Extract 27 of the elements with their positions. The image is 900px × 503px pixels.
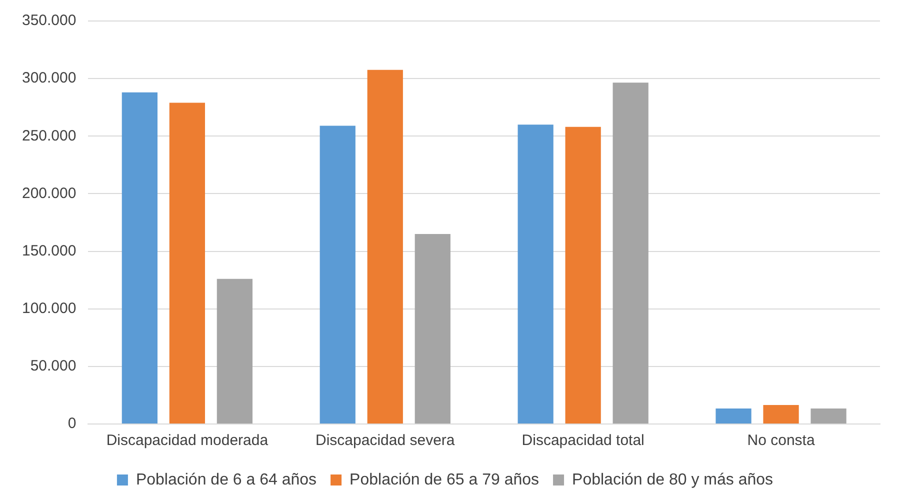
bar xyxy=(367,70,403,424)
bar xyxy=(763,405,799,424)
y-tick-label: 50.000 xyxy=(30,358,76,375)
y-tick-label: 150.000 xyxy=(22,242,76,260)
bar xyxy=(518,124,554,424)
bar xyxy=(320,126,356,424)
bar xyxy=(612,82,648,424)
bar xyxy=(414,234,450,424)
y-tick-label: 0 xyxy=(68,415,76,432)
y-tick-label: 200.000 xyxy=(22,184,76,202)
x-tick-label: Discapacidad total xyxy=(522,432,644,450)
bar xyxy=(216,278,253,424)
bar xyxy=(169,102,206,424)
legend-label: Población de 80 y más años xyxy=(572,471,774,488)
legend-label: Población de 6 a 64 años xyxy=(136,471,317,488)
bar xyxy=(716,408,752,424)
y-tick-label: 250.000 xyxy=(22,127,76,144)
x-tick-label: Discapacidad severa xyxy=(316,432,456,450)
bar xyxy=(810,408,846,424)
legend-label: Población de 65 a 79 años xyxy=(350,471,540,488)
bar xyxy=(565,126,601,424)
y-tick-label: 350.000 xyxy=(22,12,76,30)
y-tick-label: 100.000 xyxy=(22,300,76,317)
bar xyxy=(122,92,158,424)
y-tick-label: 300.000 xyxy=(22,70,76,87)
x-tick-label: Discapacidad moderada xyxy=(106,432,269,450)
x-tick-label: No consta xyxy=(747,432,816,450)
